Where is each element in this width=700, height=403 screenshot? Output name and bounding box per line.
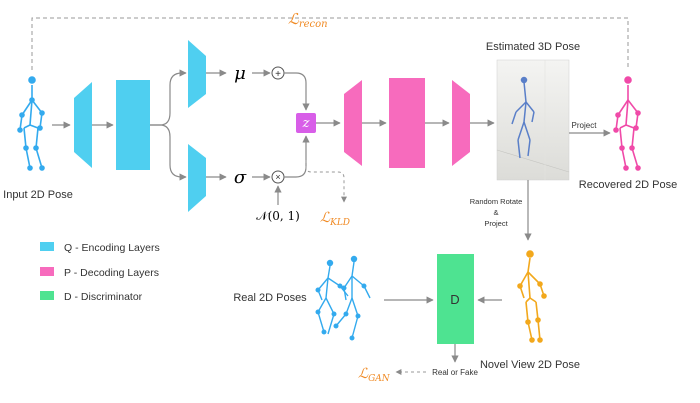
mu-symbol: μ (234, 63, 246, 84)
legend-swatch-decoder (40, 267, 54, 276)
encoder-sigma-head (188, 144, 206, 212)
normal-distribution-label: 𝒩(0, 1) (256, 209, 300, 223)
kld-loss-path (305, 160, 347, 203)
sigma-symbol: σ (234, 167, 247, 188)
project-label: Project (572, 121, 598, 130)
legend-decoder-label: P - Decoding Layers (64, 267, 159, 279)
random-rotate-label-1: Random Rotate (470, 197, 523, 206)
kld-loss-label: ℒKLD (320, 210, 350, 228)
recovered-pose-label: Recovered 2D Pose (579, 179, 677, 191)
recon-loss-label: ℒrecon (288, 10, 328, 30)
decoder-layer-2 (389, 78, 425, 168)
encoder-layer-2 (116, 80, 150, 170)
decoder-layer-1 (344, 80, 362, 166)
encoder-layer-1 (74, 82, 92, 168)
legend-swatch-discriminator (40, 291, 54, 300)
latent-z-symbol: z (302, 116, 310, 131)
legend-discriminator-label: D - Discriminator (64, 291, 143, 303)
discriminator-block (437, 254, 474, 344)
input-pose-label: Input 2D Pose (3, 189, 73, 201)
random-rotate-label-3: Project (484, 219, 508, 228)
real-or-fake-label: Real or Fake (432, 368, 478, 377)
times-operator: × (271, 170, 285, 184)
latent-z-box (296, 113, 316, 133)
random-rotate-label-2: & (493, 208, 498, 217)
svg-text:×: × (275, 172, 280, 182)
estimated-3d-pose-image (496, 59, 570, 181)
estimated-3d-pose-label: Estimated 3D Pose (486, 41, 580, 53)
recon-loss-path (31, 17, 629, 70)
discriminator-letter: D (450, 292, 459, 307)
decoder-layer-3 (452, 80, 470, 166)
plus-operator: + (271, 66, 285, 80)
gan-loss-label: ℒGAN (358, 366, 391, 384)
encoder-mu-head (188, 40, 206, 108)
input-2d-pose-skeleton (17, 76, 45, 171)
legend: Q - Encoding Layers P - Decoding Layers … (40, 242, 160, 303)
real-2d-poses-skeletons (315, 255, 371, 341)
novel-view-label: Novel View 2D Pose (480, 359, 580, 371)
novel-view-2d-pose-skeleton (517, 250, 547, 343)
svg-text:+: + (275, 69, 281, 80)
branch-arrows (150, 69, 187, 181)
legend-swatch-encoder (40, 242, 54, 251)
real-poses-label: Real 2D Poses (233, 292, 307, 304)
legend-encoder-label: Q - Encoding Layers (64, 242, 160, 254)
recovered-2d-pose-skeleton (613, 76, 641, 171)
